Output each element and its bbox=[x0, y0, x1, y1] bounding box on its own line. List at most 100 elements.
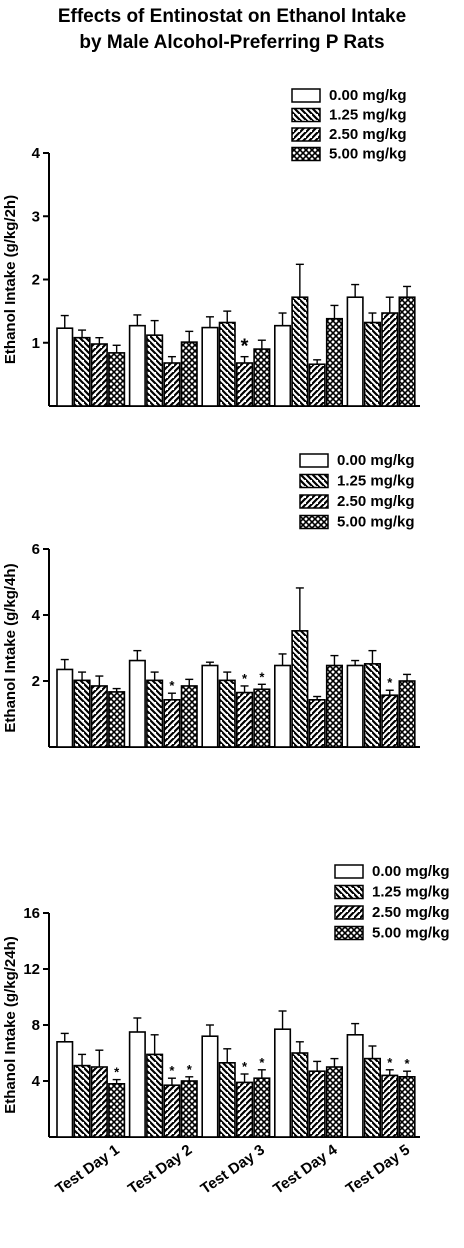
bar bbox=[273, 1028, 292, 1138]
bar bbox=[236, 362, 254, 407]
bar bbox=[346, 296, 364, 407]
bar bbox=[325, 317, 344, 407]
significance-star: * bbox=[259, 1055, 265, 1070]
legend-label: 2.50 mg/kg bbox=[337, 493, 415, 510]
bar bbox=[90, 685, 108, 748]
bar bbox=[90, 343, 108, 407]
legend-swatch bbox=[291, 146, 321, 162]
bar bbox=[346, 1034, 364, 1138]
bar bbox=[108, 691, 126, 748]
bar bbox=[201, 1035, 219, 1138]
bar bbox=[218, 679, 236, 748]
bar bbox=[325, 664, 344, 748]
x-category-label: Test Day 1 bbox=[52, 1141, 122, 1197]
chart-panel-4h: 2 4 6 Ethanol Intake (g/kg/4h) * * * * 0.00 mg/k… bbox=[2, 452, 420, 748]
legend-swatch bbox=[299, 473, 329, 489]
bar bbox=[218, 1062, 236, 1138]
bar bbox=[163, 1084, 181, 1138]
significance-star: * bbox=[242, 1059, 248, 1074]
legend-label: 1.25 mg/kg bbox=[372, 884, 450, 901]
bar bbox=[218, 321, 236, 407]
bar bbox=[128, 659, 146, 748]
bar bbox=[308, 699, 326, 748]
bar bbox=[128, 324, 146, 407]
legend-swatch bbox=[299, 453, 329, 468]
significance-star: * bbox=[405, 1056, 411, 1071]
significance-star: * bbox=[387, 1055, 393, 1070]
y-axis-label: Ethanol Intake (g/kg/4h) bbox=[2, 563, 19, 732]
legend-swatch bbox=[299, 494, 329, 509]
legend-swatch bbox=[334, 925, 364, 941]
legend-label: 5.00 mg/kg bbox=[329, 146, 407, 163]
legend-label: 1.25 mg/kg bbox=[337, 473, 415, 490]
legend-swatch bbox=[334, 864, 364, 879]
bar bbox=[56, 327, 74, 407]
y-tick-label: 2 bbox=[32, 272, 40, 289]
bar bbox=[146, 1053, 164, 1138]
bar bbox=[253, 348, 271, 407]
bar bbox=[363, 321, 382, 407]
legend-swatch bbox=[334, 905, 364, 920]
bar bbox=[180, 341, 198, 407]
significance-star: * bbox=[114, 1065, 120, 1080]
legend-label: 2.50 mg/kg bbox=[372, 904, 450, 921]
bar bbox=[346, 664, 364, 748]
significance-star: * bbox=[242, 671, 248, 686]
bar bbox=[90, 1066, 108, 1138]
bar bbox=[201, 664, 219, 748]
y-tick-label: 16 bbox=[23, 905, 40, 922]
significance-star: * bbox=[259, 669, 265, 684]
x-category-label: Test Day 4 bbox=[270, 1141, 341, 1198]
bar bbox=[398, 1076, 416, 1138]
legend-label: 2.50 mg/kg bbox=[329, 126, 407, 143]
legend-swatch bbox=[291, 107, 321, 123]
bar bbox=[73, 336, 91, 407]
bar bbox=[180, 1080, 198, 1138]
bar bbox=[291, 630, 309, 748]
bar bbox=[381, 694, 399, 748]
bar bbox=[108, 352, 126, 407]
bar bbox=[163, 362, 181, 407]
legend-label: 0.00 mg/kg bbox=[337, 452, 415, 469]
legend-swatch bbox=[291, 127, 321, 142]
bar bbox=[291, 1052, 309, 1138]
figure-title-line2: by Male Alcohol-Preferring P Rats bbox=[79, 32, 384, 53]
y-tick-label: 3 bbox=[32, 208, 40, 225]
legend-label: 5.00 mg/kg bbox=[372, 925, 450, 942]
bar bbox=[56, 1041, 74, 1138]
bar bbox=[398, 296, 416, 407]
significance-star: * bbox=[387, 675, 393, 690]
legend-swatch bbox=[334, 884, 364, 900]
bar bbox=[73, 1064, 91, 1138]
bar bbox=[236, 691, 254, 748]
x-category-label: Test Day 5 bbox=[343, 1141, 413, 1197]
chart-panel-2h: 1 2 3 4 Ethanol Intake (g/kg/2h) * 0.00 mg/kg 1… bbox=[2, 87, 420, 407]
legend-label: 5.00 mg/kg bbox=[337, 514, 415, 531]
bar bbox=[273, 664, 292, 748]
bar bbox=[253, 1077, 271, 1138]
y-tick-label: 12 bbox=[23, 961, 40, 978]
significance-star: * bbox=[187, 1062, 193, 1077]
y-tick-label: 8 bbox=[32, 1017, 40, 1034]
bar bbox=[180, 685, 198, 748]
significance-star: * bbox=[169, 1063, 175, 1078]
y-tick-label: 1 bbox=[32, 335, 40, 352]
significance-star: * bbox=[169, 678, 175, 693]
legend-label: 1.25 mg/kg bbox=[329, 107, 407, 124]
x-category-labels: Test Day 1 Test Day 2 Test Day 3 Test Day 4… bbox=[52, 1141, 413, 1198]
bar bbox=[291, 296, 309, 407]
bar bbox=[363, 1057, 382, 1138]
x-category-label: Test Day 2 bbox=[125, 1141, 195, 1197]
y-tick-label: 4 bbox=[32, 145, 41, 162]
legend-swatch bbox=[299, 514, 329, 530]
y-tick-label: 4 bbox=[32, 607, 41, 624]
bar bbox=[108, 1083, 126, 1138]
legend-swatch bbox=[291, 88, 321, 103]
bar bbox=[325, 1066, 344, 1138]
y-axis-label: Ethanol Intake (g/kg/2h) bbox=[2, 195, 19, 364]
y-axis-label: Ethanol Intake (g/kg/24h) bbox=[2, 936, 19, 1114]
significance-star: * bbox=[241, 336, 249, 358]
y-tick-label: 2 bbox=[32, 673, 40, 690]
